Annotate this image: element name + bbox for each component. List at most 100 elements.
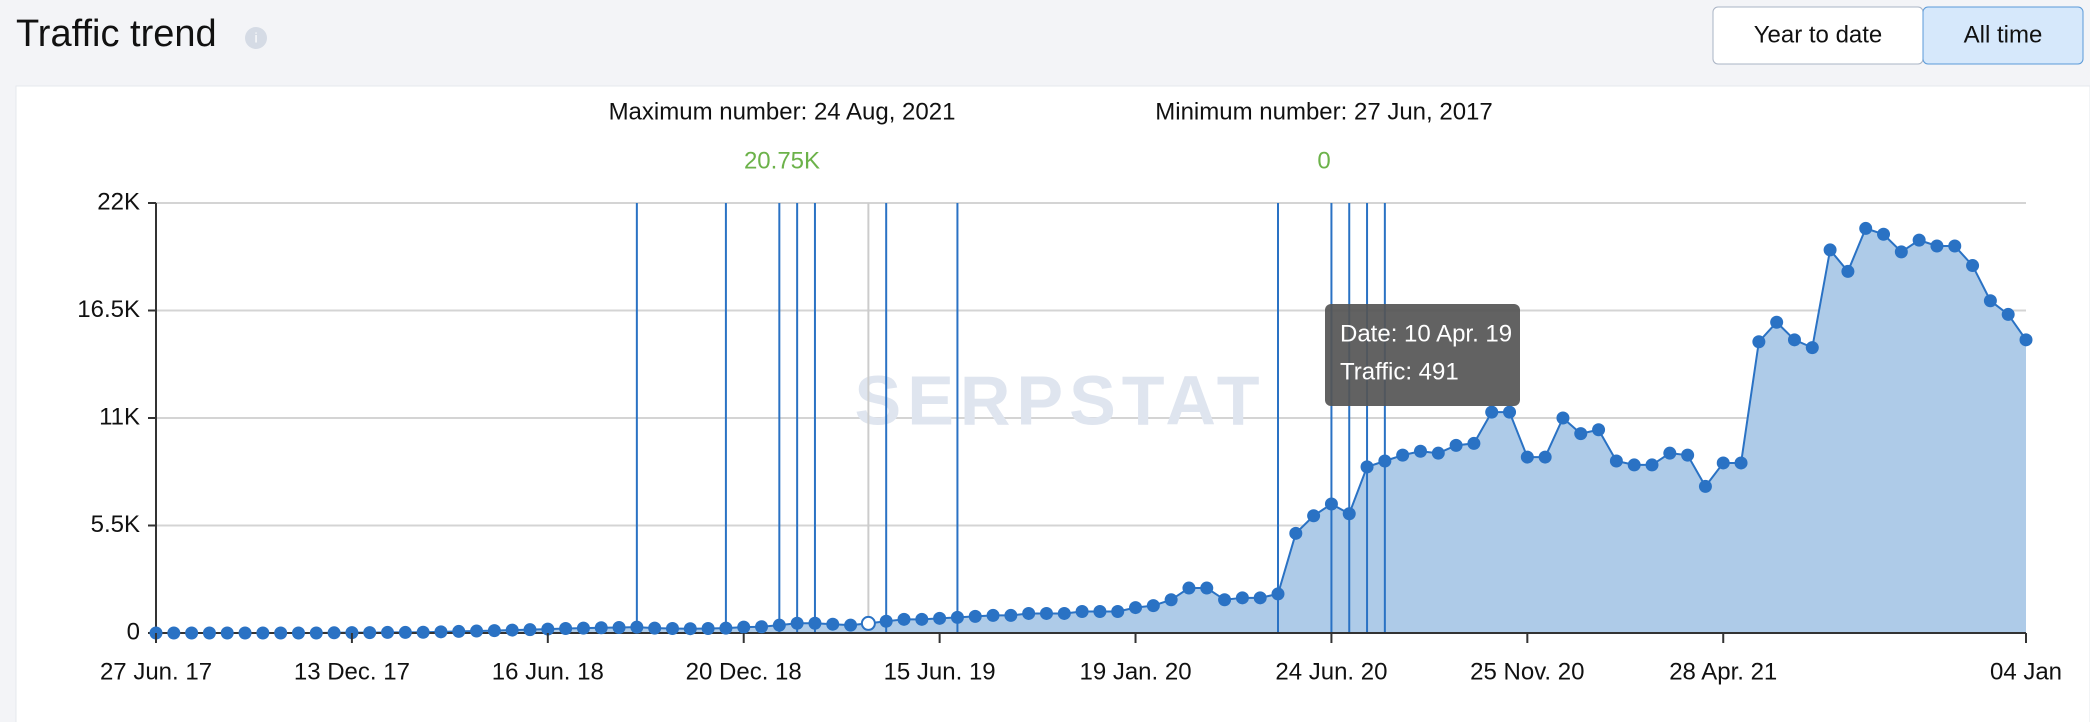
point (1146, 599, 1160, 613)
point (1378, 454, 1392, 468)
point (860, 615, 876, 631)
stat-value: 20.75K (744, 147, 820, 174)
point (1592, 423, 1606, 437)
point (1930, 239, 1944, 253)
point (1823, 243, 1837, 257)
point (790, 616, 804, 630)
point (2019, 333, 2033, 347)
watermark: SERPSTAT (855, 361, 1266, 439)
point (630, 620, 644, 634)
point (648, 621, 662, 635)
point (1770, 315, 1784, 329)
point (1307, 509, 1321, 523)
button-label[interactable]: All time (1964, 21, 2043, 48)
point (470, 624, 484, 638)
point (772, 618, 786, 632)
point (1200, 581, 1214, 595)
point (1503, 405, 1517, 419)
page-title: Traffic trend (16, 13, 217, 55)
point (1057, 606, 1071, 620)
point (1520, 450, 1534, 464)
point (381, 625, 395, 639)
x-tick-label: 04 Jan (1990, 658, 2062, 685)
area (156, 228, 2026, 633)
point (1716, 456, 1730, 470)
point (1129, 601, 1143, 615)
point (826, 617, 840, 631)
point (1752, 335, 1766, 349)
info-icon-glyph: i (254, 30, 257, 46)
point (701, 622, 715, 636)
point (1556, 411, 1570, 425)
x-tick-label: 19 Jan. 20 (1079, 658, 1191, 685)
point (808, 616, 822, 630)
point (398, 625, 412, 639)
point (950, 610, 964, 624)
point (844, 618, 858, 632)
point (1360, 460, 1374, 474)
stat-label: Maximum number: 24 Aug, 2021 (609, 98, 956, 125)
point (1182, 581, 1196, 595)
point (1698, 479, 1712, 493)
info-icon[interactable] (245, 27, 267, 49)
point (1663, 446, 1677, 460)
point (1467, 436, 1481, 450)
x-tick-label: 16 Jun. 18 (492, 658, 604, 685)
y-tick-label: 5.5K (91, 511, 140, 538)
point (416, 625, 430, 639)
x-tick-label: 13 Dec. 17 (294, 658, 410, 685)
button-year[interactable]: Year to date (1712, 6, 1924, 65)
point (345, 626, 359, 640)
y-tick-label: 22K (97, 188, 140, 215)
point (1324, 497, 1338, 511)
button-bg[interactable] (1922, 6, 2084, 65)
point (505, 623, 519, 637)
point (202, 626, 216, 640)
stat-value: 0 (1317, 147, 1330, 174)
point (1075, 605, 1089, 618)
point (238, 626, 252, 640)
point (291, 626, 305, 640)
point (737, 620, 751, 634)
point (1787, 333, 1801, 347)
point (1538, 450, 1552, 464)
point (1859, 221, 1873, 235)
point (594, 621, 608, 635)
point (1983, 294, 1997, 308)
point (1253, 591, 1267, 605)
point (1289, 526, 1303, 540)
tooltip-text: Traffic: 491 (1340, 358, 1459, 385)
point (1004, 608, 1018, 622)
point (1805, 341, 1819, 355)
tooltip-box (1325, 304, 1520, 406)
point (1681, 448, 1695, 462)
point (683, 622, 697, 636)
point (327, 626, 341, 640)
y-tick-label: 16.5K (77, 296, 140, 323)
point (1734, 456, 1748, 470)
point (1413, 444, 1427, 458)
point (523, 623, 537, 637)
point (1912, 233, 1926, 247)
point (1485, 405, 1499, 419)
point (1218, 593, 1232, 607)
point (309, 626, 323, 640)
point (897, 612, 911, 626)
point (452, 624, 466, 638)
point (541, 622, 555, 636)
y-tick-label: 0 (127, 618, 140, 645)
point (1609, 454, 1623, 468)
point (665, 622, 679, 636)
point (1966, 259, 1980, 273)
point (167, 626, 181, 640)
point (1841, 264, 1855, 278)
button-label[interactable]: Year to date (1754, 21, 1883, 48)
point (1894, 245, 1908, 259)
button-all[interactable]: All time (1922, 6, 2084, 65)
line (156, 227, 2027, 634)
point (986, 608, 1000, 622)
x-tick-label: 28 Apr. 21 (1669, 658, 1777, 685)
point (1948, 239, 1962, 253)
